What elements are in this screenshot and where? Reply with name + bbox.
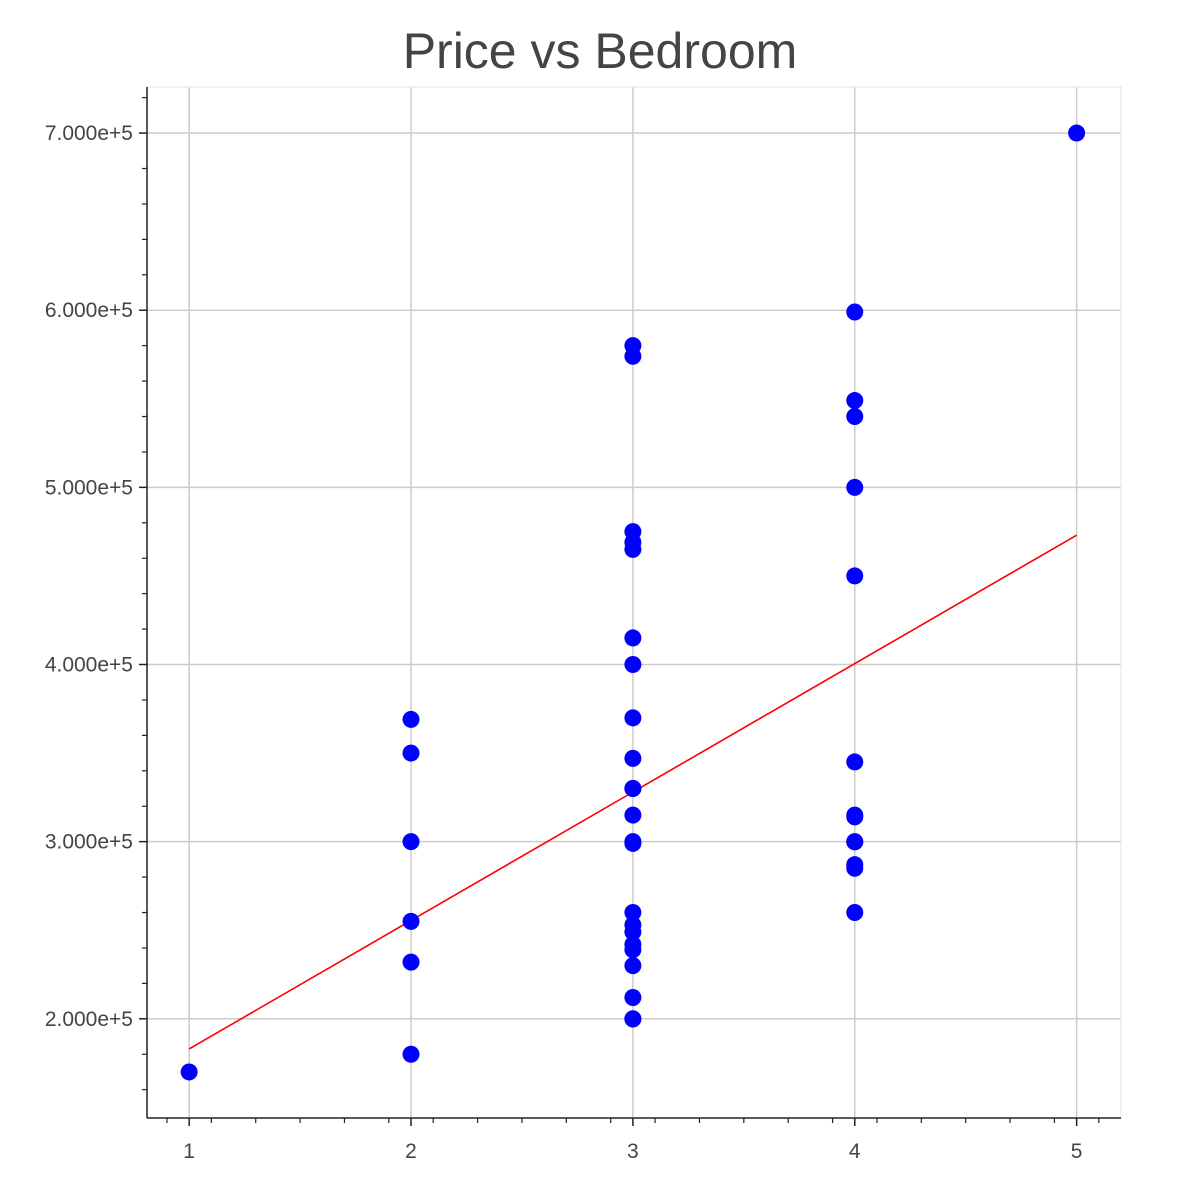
data-point xyxy=(402,833,420,851)
data-point xyxy=(624,656,642,674)
data-point xyxy=(402,1045,420,1063)
data-point xyxy=(624,629,642,647)
y-tick-label: 6.000e+5 xyxy=(45,299,133,322)
y-tick-label: 5.000e+5 xyxy=(45,476,133,499)
x-tick-label: 3 xyxy=(627,1140,639,1163)
data-point xyxy=(402,744,420,762)
data-point xyxy=(624,347,642,365)
y-tick-label: 7.000e+5 xyxy=(45,122,133,145)
data-point xyxy=(624,709,642,727)
data-point xyxy=(846,303,864,321)
grid-lines xyxy=(147,87,1121,1118)
data-point xyxy=(624,941,642,959)
data-point xyxy=(624,957,642,975)
data-point xyxy=(624,904,642,922)
data-point xyxy=(846,808,864,826)
y-tick-label: 2.000e+5 xyxy=(45,1008,133,1031)
data-point xyxy=(624,1010,642,1028)
y-tick-label: 3.000e+5 xyxy=(45,831,133,854)
data-point xyxy=(402,953,420,971)
data-point xyxy=(402,912,420,930)
axes: 1 2 3 4 5 2.000e+5 3.000e+5 4.000e+5 5.000e+5 6.0… xyxy=(45,87,1121,1163)
data-point xyxy=(846,567,864,585)
data-point xyxy=(624,540,642,558)
data-point xyxy=(624,806,642,824)
data-point xyxy=(846,478,864,496)
x-tick-label: 5 xyxy=(1071,1140,1083,1163)
y-tick-label: 4.000e+5 xyxy=(45,654,133,677)
data-points xyxy=(180,124,1086,1081)
data-point xyxy=(846,904,864,922)
data-point xyxy=(624,834,642,852)
data-point xyxy=(846,392,864,410)
x-tick-label: 2 xyxy=(405,1140,417,1163)
data-point xyxy=(624,989,642,1007)
data-point xyxy=(624,749,642,767)
data-point xyxy=(624,923,642,941)
data-point xyxy=(846,753,864,771)
data-point xyxy=(624,780,642,798)
chart-title: Price vs Bedroom xyxy=(402,23,798,79)
data-point xyxy=(180,1063,198,1081)
data-point xyxy=(846,407,864,425)
data-point xyxy=(402,710,420,728)
data-point xyxy=(846,833,864,851)
x-tick-label: 1 xyxy=(183,1140,195,1163)
data-point xyxy=(846,859,864,877)
x-tick-label: 4 xyxy=(849,1140,861,1163)
data-point xyxy=(1068,124,1086,142)
